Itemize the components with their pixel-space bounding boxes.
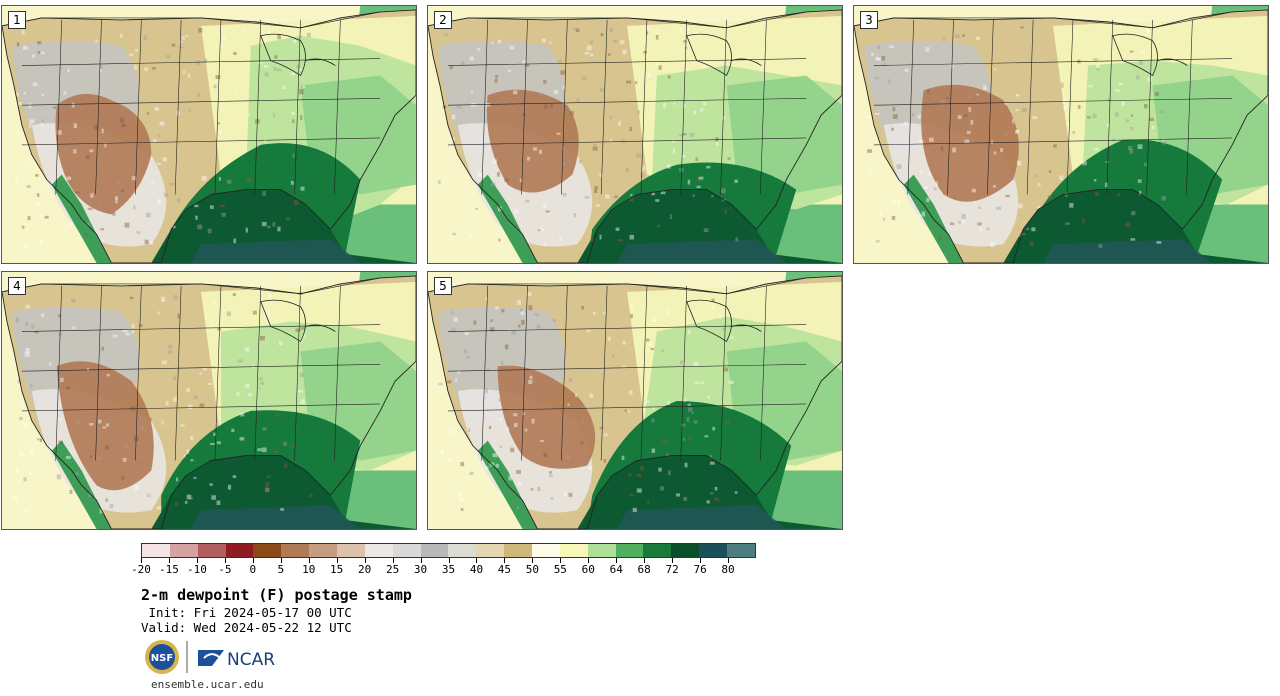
- colorbar-tick-mark: [420, 558, 422, 563]
- init-time: Init: Fri 2024-05-17 00 UTC: [141, 605, 352, 620]
- colorbar-tick-mark: [476, 558, 478, 563]
- postage-stamp-1[interactable]: 1: [1, 5, 417, 264]
- dewpoint-colorbar: [141, 543, 756, 558]
- postage-stamp-4[interactable]: 4: [1, 271, 417, 530]
- colorbar-swatch-12: [476, 544, 505, 557]
- colorbar-swatch-2: [197, 544, 226, 557]
- colorbar-tick-label: 80: [721, 563, 735, 576]
- colorbar-swatch-19: [671, 544, 700, 557]
- colorbar-swatch-21: [727, 544, 755, 557]
- colorbar-tick-mark: [672, 558, 674, 563]
- colorbar-tick-label: -20: [131, 563, 151, 576]
- colorbar-swatch-1: [169, 544, 198, 557]
- colorbar-swatch-18: [643, 544, 672, 557]
- colorbar-tick-label: 15: [330, 563, 344, 576]
- colorbar-tick-label: 50: [525, 563, 539, 576]
- dewpoint-map-4: [2, 272, 416, 529]
- colorbar-tick-mark: [644, 558, 646, 563]
- nsf-logo-icon: NSF: [145, 640, 179, 674]
- colorbar-swatch-13: [504, 544, 533, 557]
- colorbar-tick-label: 68: [637, 563, 651, 576]
- colorbar-tick-mark: [588, 558, 590, 563]
- colorbar-tick-label: 76: [693, 563, 707, 576]
- dewpoint-map-2: [428, 6, 842, 263]
- ncar-logo-icon: NCAR: [198, 650, 275, 670]
- colorbar-swatch-10: [420, 544, 449, 557]
- ncar-logo-text: NCAR: [227, 650, 275, 670]
- colorbar-swatch-14: [532, 544, 560, 557]
- colorbar-tick-mark: [448, 558, 450, 563]
- dewpoint-map-5: [428, 272, 842, 529]
- colorbar-tick-mark: [504, 558, 506, 563]
- colorbar-tick-mark: [728, 558, 730, 563]
- colorbar-tick-label: 30: [413, 563, 428, 576]
- logos: NSF NCAR: [144, 638, 279, 676]
- dewpoint-map-3: [854, 6, 1268, 263]
- panel-label-1: 1: [8, 11, 26, 29]
- colorbar-swatch-15: [559, 544, 588, 557]
- colorbar-tick-mark: [392, 558, 394, 563]
- panel-label-3: 3: [860, 11, 878, 29]
- colorbar-tick-label: 40: [469, 563, 484, 576]
- colorbar-swatch-3: [225, 544, 254, 557]
- colorbar-tick-label: 72: [665, 563, 679, 576]
- colorbar-tick-label: 0: [249, 563, 257, 576]
- colorbar-tick-label: 64: [609, 563, 623, 576]
- colorbar-tick-mark: [560, 558, 562, 563]
- colorbar-swatch-7: [337, 544, 365, 557]
- colorbar-tick-mark: [252, 558, 254, 563]
- colorbar-swatch-0: [142, 544, 170, 557]
- colorbar-tick-label: 5: [277, 563, 285, 576]
- colorbar-tick-label: 25: [385, 563, 400, 576]
- postage-stamp-2[interactable]: 2: [427, 5, 843, 264]
- colorbar-tick-label: 60: [581, 563, 595, 576]
- colorbar-tick-mark: [336, 558, 338, 563]
- product-title: 2-m dewpoint (F) postage stamp: [141, 586, 412, 604]
- colorbar-swatch-8: [364, 544, 393, 557]
- colorbar-swatch-16: [587, 544, 616, 557]
- colorbar-tick-label: 20: [358, 563, 372, 576]
- colorbar-tick-mark: [308, 558, 310, 563]
- colorbar-tick-mark: [616, 558, 618, 563]
- nsf-ncar-logo-icon: NSF NCAR: [145, 640, 275, 674]
- panel-label-5: 5: [434, 277, 452, 295]
- colorbar-swatch-11: [448, 544, 477, 557]
- postage-stamp-3[interactable]: 3: [853, 5, 1269, 264]
- colorbar-tick-label: -10: [186, 563, 207, 576]
- colorbar-swatch-17: [615, 544, 644, 557]
- postage-stamp-5[interactable]: 5: [427, 271, 843, 530]
- colorbar-swatch-6: [309, 544, 338, 557]
- dewpoint-map-1: [2, 6, 416, 263]
- colorbar-swatch-4: [253, 544, 282, 557]
- colorbar-tick-label: 55: [553, 563, 567, 576]
- colorbar-swatch-9: [392, 544, 421, 557]
- panel-label-4: 4: [8, 277, 26, 295]
- colorbar-tick-label: -15: [159, 563, 179, 576]
- panel-label-2: 2: [434, 11, 452, 29]
- colorbar-swatch-5: [281, 544, 310, 557]
- colorbar-tick-label: 10: [302, 563, 316, 576]
- colorbar-tick-label: 35: [441, 563, 456, 576]
- colorbar-tick-mark: [700, 558, 702, 563]
- colorbar-tick-label: -5: [218, 563, 232, 576]
- colorbar-tick-mark: [224, 558, 226, 563]
- colorbar-swatch-20: [699, 544, 728, 557]
- colorbar-tick-mark: [141, 558, 142, 563]
- colorbar-tick-mark: [280, 558, 282, 563]
- colorbar-tick-mark: [532, 558, 534, 563]
- colorbar-tick-mark: [168, 558, 170, 563]
- nsf-logo-text: NSF: [151, 653, 173, 664]
- valid-time: Valid: Wed 2024-05-22 12 UTC: [141, 620, 352, 635]
- colorbar-tick-mark: [364, 558, 366, 563]
- colorbar-tick-label: 45: [497, 563, 512, 576]
- colorbar-tick-mark: [196, 558, 198, 563]
- site-url: ensemble.ucar.edu: [151, 678, 264, 691]
